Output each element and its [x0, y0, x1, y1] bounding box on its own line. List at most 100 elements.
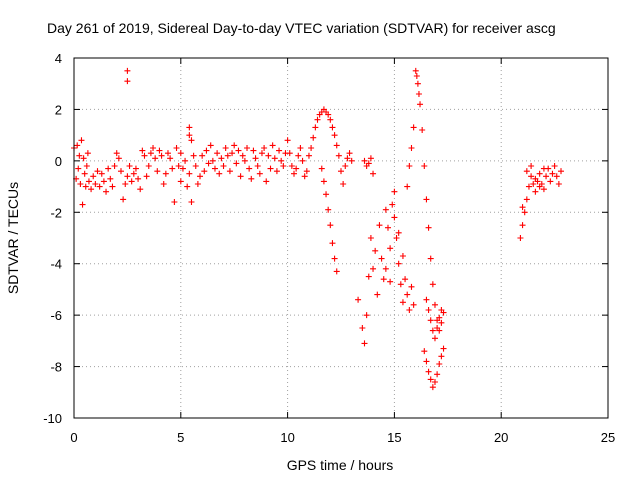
data-point — [231, 142, 238, 149]
y-tick-label: -4 — [50, 257, 62, 272]
data-point — [523, 168, 530, 175]
data-point — [237, 173, 244, 180]
data-point — [410, 124, 417, 131]
data-point — [406, 307, 413, 313]
data-point — [115, 155, 122, 162]
data-point — [100, 178, 107, 185]
data-point — [113, 150, 120, 157]
data-point — [413, 73, 420, 79]
data-point — [190, 152, 197, 159]
data-point — [295, 152, 302, 159]
data-point — [387, 278, 394, 285]
data-point — [323, 191, 330, 198]
data-point — [438, 319, 445, 326]
data-point — [162, 170, 169, 177]
data-point — [143, 173, 150, 180]
data-point — [209, 157, 216, 164]
data-point — [154, 168, 161, 175]
data-point — [235, 147, 242, 154]
data-point — [431, 335, 438, 342]
data-point — [532, 175, 539, 182]
data-point — [194, 181, 201, 187]
data-point — [310, 134, 317, 141]
data-point — [329, 240, 336, 247]
data-point — [197, 173, 204, 180]
x-axis-label: GPS time / hours — [287, 457, 394, 473]
data-point — [229, 150, 236, 157]
y-tick-label: -8 — [50, 360, 62, 375]
data-point — [340, 181, 347, 187]
data-point — [207, 142, 214, 149]
data-point — [517, 235, 524, 241]
data-point — [314, 116, 321, 123]
data-point — [186, 132, 193, 139]
series-loop-11-12 — [284, 106, 355, 275]
data-point — [76, 152, 83, 159]
y-axis-label: SDTVAR / TECUs — [5, 182, 21, 294]
data-point — [81, 170, 88, 177]
data-point — [158, 152, 165, 159]
data-point — [372, 247, 379, 254]
y-tick-label: 0 — [55, 154, 62, 169]
data-point — [387, 245, 394, 252]
data-point — [124, 67, 131, 74]
data-point — [425, 307, 432, 313]
data-point — [404, 291, 411, 298]
data-point — [519, 222, 526, 229]
data-point — [117, 168, 124, 175]
grid — [74, 58, 608, 418]
data-point — [431, 379, 438, 385]
data-point — [220, 163, 227, 169]
data-point — [325, 206, 332, 213]
data-point — [211, 165, 218, 172]
data-point — [391, 188, 398, 195]
data-point — [173, 145, 180, 151]
data-point — [79, 201, 86, 208]
data-point — [82, 183, 89, 190]
data-point — [436, 361, 443, 367]
series-outliers — [124, 67, 195, 144]
data-point — [438, 353, 445, 360]
data-point — [404, 183, 411, 190]
axis-ticks: 0 5 10 15 20 25 -10 -8 -6 -4 -2 0 2 4 — [43, 51, 615, 445]
data-point — [344, 155, 351, 162]
data-point — [80, 155, 87, 162]
data-point — [393, 235, 400, 241]
data-point — [419, 127, 426, 133]
data-point — [226, 168, 233, 175]
data-point — [521, 209, 528, 216]
data-point — [222, 145, 229, 151]
data-point — [135, 175, 142, 182]
data-point — [374, 291, 381, 298]
data-point — [370, 170, 377, 177]
series-quiet-band-mid — [177, 142, 289, 205]
data-point — [177, 150, 184, 157]
data-point — [175, 163, 182, 169]
data-point — [291, 170, 298, 177]
data-point — [192, 163, 199, 169]
data-point — [177, 178, 184, 185]
data-point — [429, 327, 436, 334]
data-point — [528, 173, 535, 180]
y-tick-label: -6 — [50, 308, 62, 323]
data-point — [164, 150, 171, 157]
data-point — [84, 150, 91, 157]
y-tick-label: 2 — [55, 102, 62, 117]
data-point — [434, 325, 441, 331]
data-point — [427, 376, 434, 383]
data-point — [427, 255, 434, 262]
data-point — [333, 142, 340, 149]
data-point — [147, 150, 154, 157]
data-point — [90, 173, 97, 180]
data-point — [246, 165, 253, 172]
data-point — [536, 183, 543, 190]
data-point — [425, 368, 432, 375]
data-point — [365, 160, 372, 167]
data-point — [299, 157, 306, 164]
data-point — [188, 199, 195, 205]
y-tick-label: 4 — [55, 51, 62, 66]
data-point — [378, 255, 385, 262]
data-point — [130, 170, 137, 177]
data-point — [346, 150, 353, 157]
x-tick-label: 10 — [280, 430, 294, 445]
